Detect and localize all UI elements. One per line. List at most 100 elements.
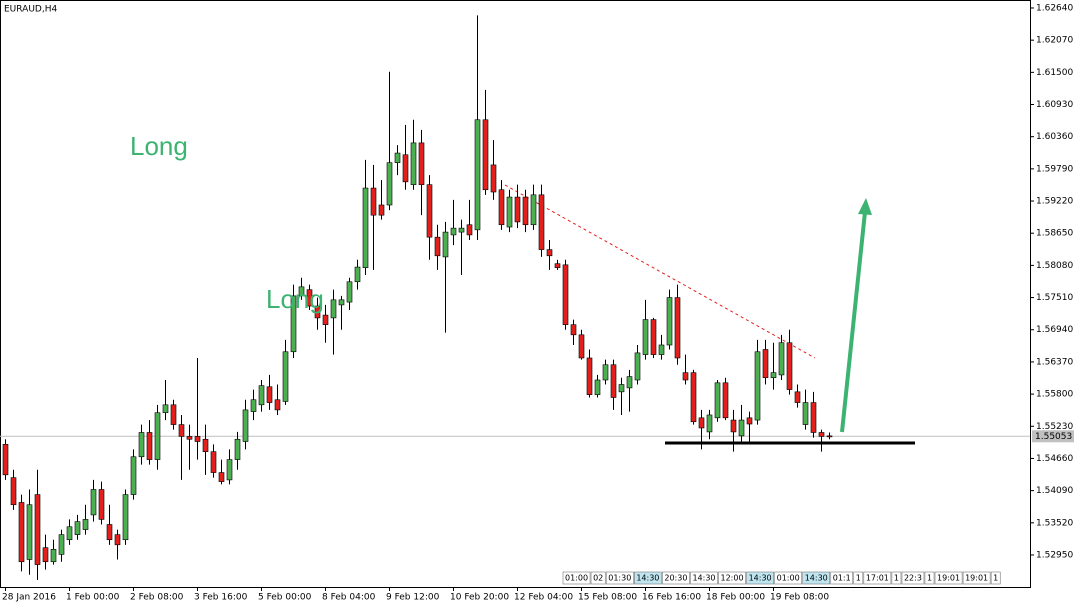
last-price-box — [1032, 430, 1074, 443]
candle-body — [226, 459, 233, 481]
time-box-label: 02 — [593, 574, 603, 583]
candle-body — [514, 196, 521, 223]
time-box — [605, 571, 634, 585]
x-tick-label: 15 Feb 08:00 — [578, 593, 637, 603]
candle-body — [634, 352, 641, 381]
arrow-shaft — [840, 211, 867, 433]
x-tick-label: 2 Feb 08:00 — [130, 593, 184, 603]
candle-body — [418, 142, 425, 185]
time-box — [634, 571, 662, 585]
candle-body — [218, 472, 225, 482]
y-tick-label: 1.53520 — [1036, 518, 1073, 528]
y-tick-label: 1.58650 — [1036, 229, 1073, 239]
time-box — [830, 571, 854, 585]
candle-body — [266, 386, 273, 403]
candle-body — [274, 399, 281, 411]
time-box-label: 12:00 — [721, 574, 744, 583]
candle-body — [762, 349, 769, 379]
candle-body — [122, 494, 129, 541]
candle-body — [618, 384, 625, 393]
candle-body — [66, 526, 73, 541]
time-box — [891, 571, 902, 585]
candle-body — [202, 438, 209, 452]
candle-body — [506, 196, 513, 228]
candle-body — [554, 263, 561, 268]
y-tick-label: 1.59220 — [1036, 197, 1073, 207]
x-tick-label: 1 Feb 00:00 — [66, 593, 120, 603]
candle-body — [258, 385, 265, 406]
candle-body — [98, 489, 105, 520]
time-box-label: 1 — [856, 574, 861, 583]
candle-body — [394, 152, 401, 163]
candle-body — [114, 534, 121, 546]
candle-body — [234, 438, 241, 460]
candle-body — [658, 344, 665, 355]
x-tick-label: 8 Feb 04:00 — [322, 593, 376, 603]
candle-body — [746, 417, 753, 425]
y-tick-label: 1.60930 — [1036, 100, 1073, 110]
time-box-label: 14:30 — [749, 574, 772, 583]
candle-body — [282, 351, 289, 402]
candle-body — [690, 372, 697, 423]
candle-body — [666, 297, 673, 346]
x-tick-label: 16 Feb 16:00 — [642, 593, 701, 603]
candle-body — [162, 404, 169, 414]
time-box — [934, 571, 963, 585]
candle-body — [706, 414, 713, 433]
candle-body — [106, 524, 113, 541]
candle-body — [18, 502, 25, 563]
time-box — [562, 571, 591, 585]
candle-body — [538, 194, 545, 250]
candle-body — [722, 382, 729, 419]
candle-body — [754, 351, 761, 421]
candle-body — [442, 231, 449, 258]
x-tick-label: 10 Feb 20:00 — [450, 593, 509, 603]
time-box — [802, 571, 831, 585]
candle-body — [338, 299, 345, 306]
y-tick-label: 1.56940 — [1036, 325, 1073, 335]
candle-body — [322, 314, 329, 325]
candle-body — [354, 266, 361, 283]
y-tick-label: 1.52950 — [1036, 550, 1073, 560]
candle-body — [426, 184, 433, 238]
time-box — [718, 571, 746, 585]
candle-body — [530, 194, 537, 226]
time-box-label: 01:00 — [777, 574, 800, 583]
time-box-label: 19:01 — [937, 574, 960, 583]
candle-body — [642, 319, 649, 355]
y-tick-label: 1.62640 — [1036, 3, 1073, 13]
chart-title: EURAUD,H4 — [4, 5, 57, 15]
candle-body — [298, 286, 305, 297]
candle-body — [594, 379, 601, 395]
candle-body — [610, 364, 617, 398]
y-tick-label: 1.60360 — [1036, 132, 1073, 142]
time-box-label: 1 — [927, 574, 932, 583]
candle-body — [474, 119, 481, 231]
candle-body — [498, 189, 505, 226]
candle-body — [626, 376, 633, 389]
time-box-label: 14:30 — [636, 574, 659, 583]
time-box-label: 01:30 — [608, 574, 631, 583]
candle-body — [290, 295, 297, 353]
candle-body — [82, 519, 89, 530]
time-box-label: 01:00 — [565, 574, 588, 583]
candle-body — [786, 342, 793, 390]
candle-body — [482, 119, 489, 191]
candle-body — [802, 402, 809, 425]
candle-body — [794, 391, 801, 403]
candle-body — [194, 436, 201, 442]
candle-body — [674, 297, 681, 359]
time-box — [690, 571, 718, 585]
last-price-label: 1.55053 — [1035, 432, 1072, 442]
plot-frame — [0, 0, 1031, 588]
candle-body — [42, 547, 49, 563]
candle-body — [130, 456, 137, 495]
candle-body — [178, 424, 185, 437]
time-box — [853, 571, 864, 585]
candle-body — [90, 489, 97, 516]
time-box-label: 14:30 — [692, 574, 715, 583]
time-box — [746, 571, 774, 585]
candle-body — [58, 534, 65, 555]
x-tick-label: 18 Feb 00:00 — [706, 593, 765, 603]
